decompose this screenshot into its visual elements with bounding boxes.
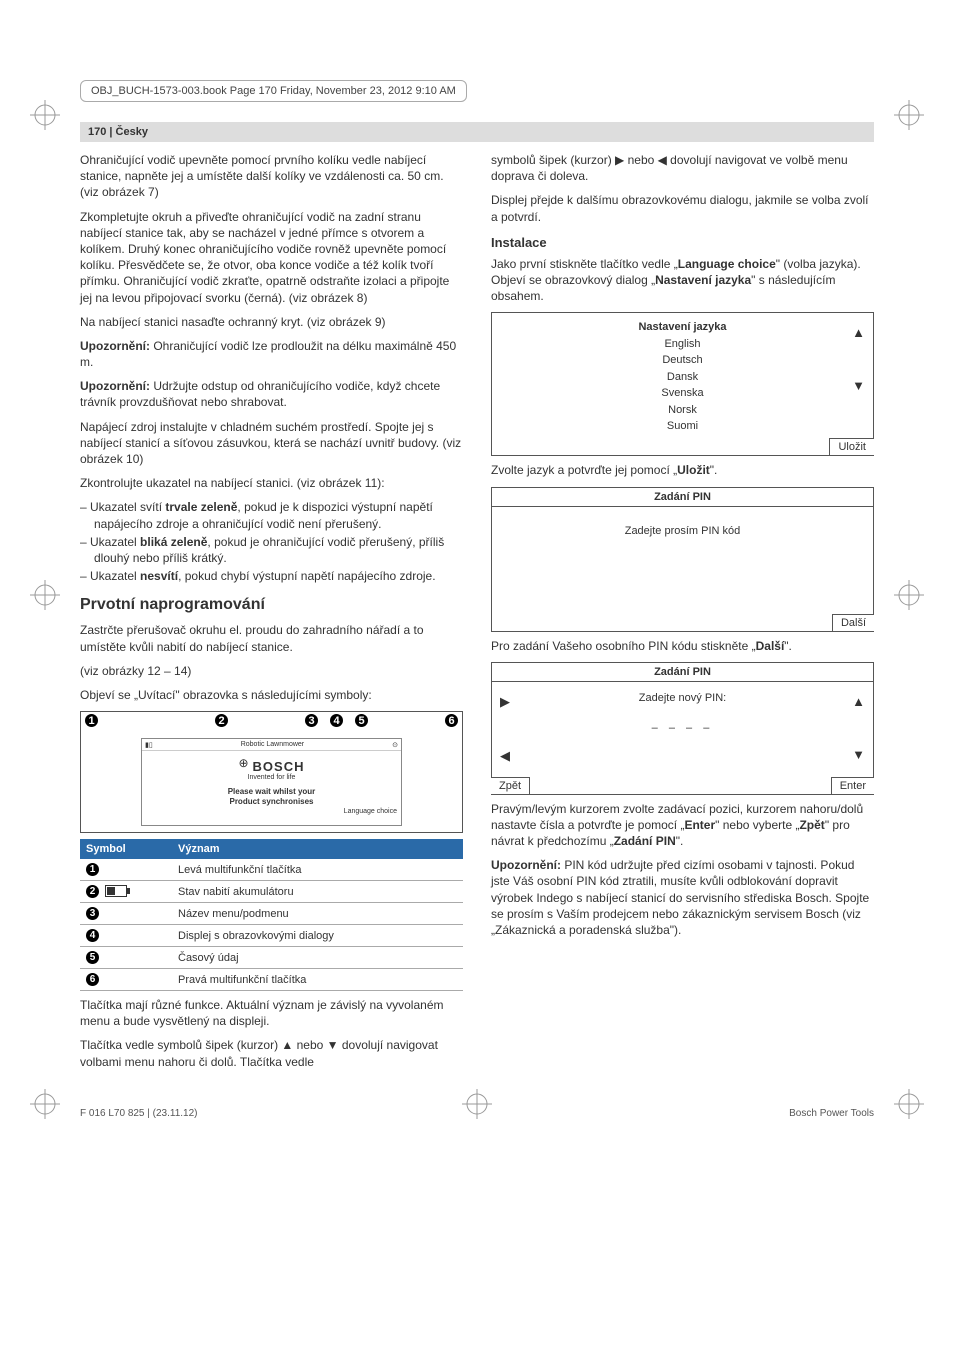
display-illustration: 1 2 3 4 5 6 ▮▯ Robotic Lawnmower [80,711,463,833]
next-button[interactable]: Další [832,614,874,631]
enter-button[interactable]: Enter [831,777,874,794]
body-text: Jako první stiskněte tlačítko vedle „Lan… [491,256,874,305]
dialog-text: Zadejte prosím PIN kód [500,525,865,537]
crop-mark-icon [30,580,60,610]
crop-mark-icon [462,1089,492,1119]
note-text: Upozornění: PIN kód udržujte před cizími… [491,857,874,938]
dialog-title: Nastavení jazyka [500,319,865,336]
back-button[interactable]: Zpět [491,777,530,794]
bosch-logo-icon: ⊕ [238,756,248,770]
body-text: Zastrčte přerušovač okruhu el. proudu do… [80,622,463,654]
body-text: symbolů šipek (kurzor) ▶ nebo ◀ dovolují… [491,152,874,184]
body-text: Na nabíjecí stanici nasaďte ochranný kry… [80,314,463,330]
list-item: Ukazatel svítí trvale zeleně, pokud je k… [80,499,463,531]
table-row: 2 Stav nabití akumulátoru [80,881,463,903]
display-wait-2: Product synchronises [142,797,401,807]
pin-dialog-1: Zadání PIN Zadejte prosím PIN kód Další [491,487,874,632]
list-item: Ukazatel nesvítí, pokud chybí výstupní n… [80,568,463,584]
footer-left: F 016 L70 825 | (23.11.12) [80,1108,198,1119]
crop-mark-icon [30,1089,60,1119]
callout-2: 2 [215,714,228,727]
dash-list: Ukazatel svítí trvale zeleně, pokud je k… [80,499,463,584]
table-header-symbol: Symbol [80,839,172,859]
table-header-meaning: Význam [172,839,463,859]
list-item: Ukazatel bliká zeleně, pokud je ohraniču… [80,534,463,566]
body-text: Tlačítka mají různé funkce. Aktuální výz… [80,997,463,1029]
battery-icon: ▮▯ [145,741,153,749]
arrow-down-icon: ▼ [852,747,865,762]
arrow-left-icon: ◀ [500,748,510,764]
body-text: Zkontrolujte ukazatel na nabíjecí stanic… [80,475,463,491]
body-text: (viz obrázky 12 – 14) [80,663,463,679]
lang-option: Norsk [500,402,865,419]
display-tagline: Invented for life [142,774,401,781]
body-text: Tlačítka vedle symbolů šipek (kurzor) ▲ … [80,1037,463,1069]
dialog-text: Zadejte nový PIN: [500,692,865,704]
crop-mark-icon [894,580,924,610]
display-wait-1: Please wait whilst your [142,787,401,797]
body-text: Zvolte jazyk a potvrďte jej pomocí „Ulož… [491,462,874,478]
file-header: OBJ_BUCH-1573-003.book Page 170 Friday, … [80,80,467,102]
subsection-heading: Instalace [491,235,874,250]
table-row: 4Displej s obrazovkovými dialogy [80,925,463,947]
section-heading: Prvotní naprogramování [80,596,463,614]
battery-icon [105,885,127,897]
lang-option: Deutsch [500,352,865,369]
symbol-table: Symbol Význam 1Levá multifunkční tlačítk… [80,839,463,991]
lang-option: Dansk [500,369,865,386]
body-text: Pravým/levým kurzorem zvolte zadávací po… [491,801,874,850]
footer-right: Bosch Power Tools [789,1108,874,1119]
lang-option: Svenska [500,385,865,402]
callout-5: 5 [355,714,368,727]
body-text: Displej přejde k dalšímu obrazovkovému d… [491,192,874,224]
table-row: 1Levá multifunkční tlačítka [80,859,463,881]
right-column: symbolů šipek (kurzor) ▶ nebo ◀ dovolují… [491,152,874,1078]
save-button[interactable]: Uložit [829,438,874,455]
body-text: Pro zadání Vašeho osobního PIN kódu stis… [491,638,874,654]
pin-dialog-2: Zadání PIN Zadejte nový PIN: – – – – ▶ ◀… [491,662,874,795]
callout-4: 4 [330,714,343,727]
crop-mark-icon [894,100,924,130]
lang-option: Suomi [500,418,865,435]
display-screen: ▮▯ Robotic Lawnmower ⊙ ⊕ BOSCH Invented … [141,738,402,826]
callout-1: 1 [85,714,98,727]
lang-option: English [500,336,865,353]
callout-6: 6 [445,714,458,727]
language-dialog: Nastavení jazyka English Deutsch Dansk S… [491,312,874,456]
body-text: Ohraničující vodič upevněte pomocí první… [80,152,463,201]
dialog-title: Zadání PIN [492,488,873,507]
crop-mark-icon [30,100,60,130]
arrow-up-icon: ▲ [852,694,865,709]
dialog-title: Zadání PIN [492,663,873,682]
display-language-choice: Language choice [142,806,401,817]
arrow-down-icon: ▼ [852,378,865,393]
body-text: Zkompletujte okruh a přiveďte ohraničují… [80,209,463,306]
display-robotic-label: Robotic Lawnmower [241,741,304,749]
callout-3: 3 [305,714,318,727]
body-text: Napájecí zdroj instalujte v chladném suc… [80,419,463,468]
arrow-up-icon: ▲ [852,325,865,340]
left-column: Ohraničující vodič upevněte pomocí první… [80,152,463,1078]
crop-mark-icon [894,1089,924,1119]
body-text: Objeví se „Uvítací" obrazovka s následuj… [80,687,463,703]
table-row: 3Název menu/podmenu [80,903,463,925]
note-text: Upozornění: Udržujte odstup od ohraničuj… [80,378,463,410]
pin-dashes: – – – – [500,722,865,734]
display-clock: ⊙ [392,741,398,749]
page-header: 170 | Česky [80,122,874,142]
table-row: 5Časový údaj [80,947,463,969]
arrow-right-icon: ▶ [500,694,510,710]
table-row: 6Pravá multifunkční tlačítka [80,969,463,991]
bosch-logo-text: BOSCH [253,759,305,774]
note-text: Upozornění: Ohraničující vodič lze prodl… [80,338,463,370]
